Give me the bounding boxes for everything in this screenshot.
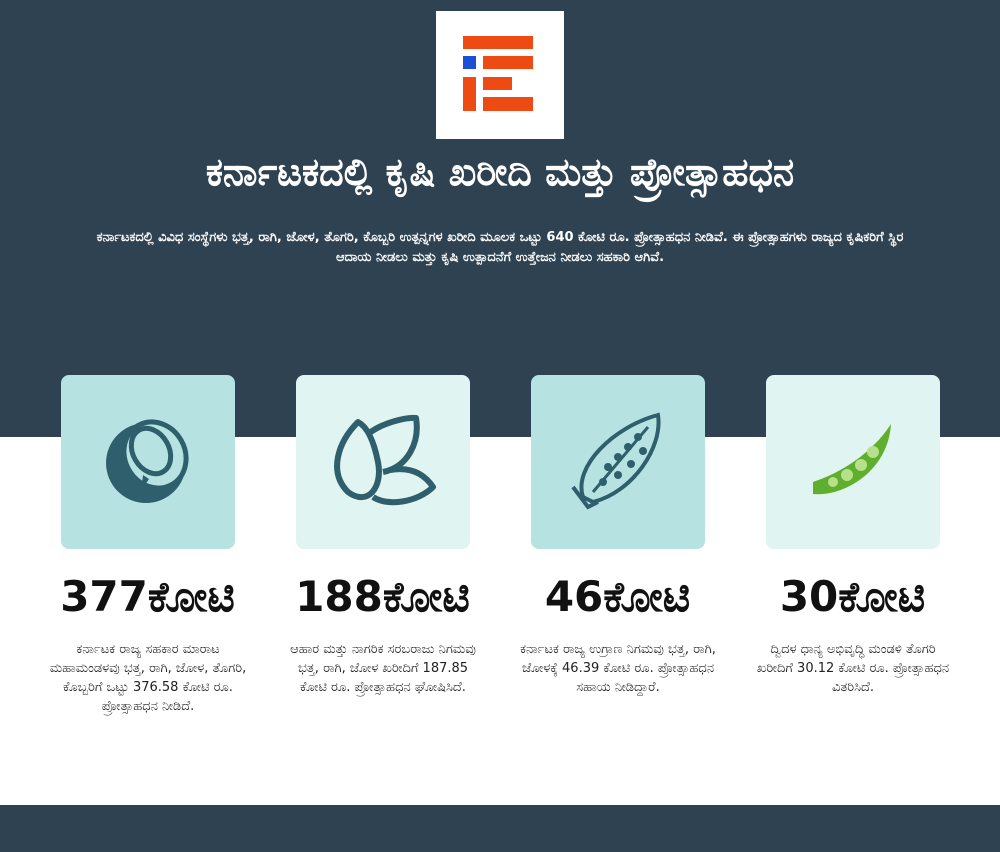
coconut-icon [106, 419, 189, 503]
amount-4: 30ಕೋಟಿ [779, 572, 926, 621]
description-2: ಆಹಾರ ಮತ್ತು ನಾಗರಿಕ ಸರಬರಾಜು ನಿಗಮವು ಭತ್ತ, ರ… [290, 642, 476, 695]
grains-icon [334, 414, 436, 506]
description-1: ಕರ್ನಾಟಕ ರಾಜ್ಯ ಸಹಕಾರ ಮಾರಾಟ ಮಹಾಮಂಡಳವು ಭತ್ತ… [49, 642, 247, 714]
logo [436, 11, 564, 139]
description-3: ಕರ್ನಾಟಕ ರಾಜ್ಯ ಉಗ್ರಾಣ ನಿಗಮವು ಭತ್ತ, ರಾಗಿ, … [520, 642, 716, 695]
card-icon-corn [531, 375, 705, 549]
card-icon-pea-pod [766, 375, 940, 549]
amount-3: 46ಕೋಟಿ [544, 572, 691, 621]
corn-icon [571, 412, 661, 510]
pea-pod-icon [813, 424, 891, 495]
card-icon-grains [296, 375, 470, 549]
page-title: ಕರ್ನಾಟಕದಲ್ಲಿ ಕೃಷಿ ಖರೀದಿ ಮತ್ತು ಪ್ರೋತ್ಸಾಹಧ… [205, 150, 795, 194]
description-4: ದ್ವಿದಳ ಧಾನ್ಯ ಅಭಿವೃದ್ಧಿ ಮಂಡಳಿ ತೊಗರಿ ಖರೀದಿ… [756, 642, 950, 695]
card-icon-coconut [61, 375, 235, 549]
footer-band [0, 805, 1000, 852]
subtitle: ಕರ್ನಾಟಕದಲ್ಲಿ ವಿವಿಧ ಸಂಸ್ಥೆಗಳು ಭತ್ತ, ರಾಗಿ,… [96, 230, 904, 265]
amount-2: 188ಕೋಟಿ [295, 572, 470, 621]
amount-1: 377ಕೋಟಿ [60, 572, 235, 621]
